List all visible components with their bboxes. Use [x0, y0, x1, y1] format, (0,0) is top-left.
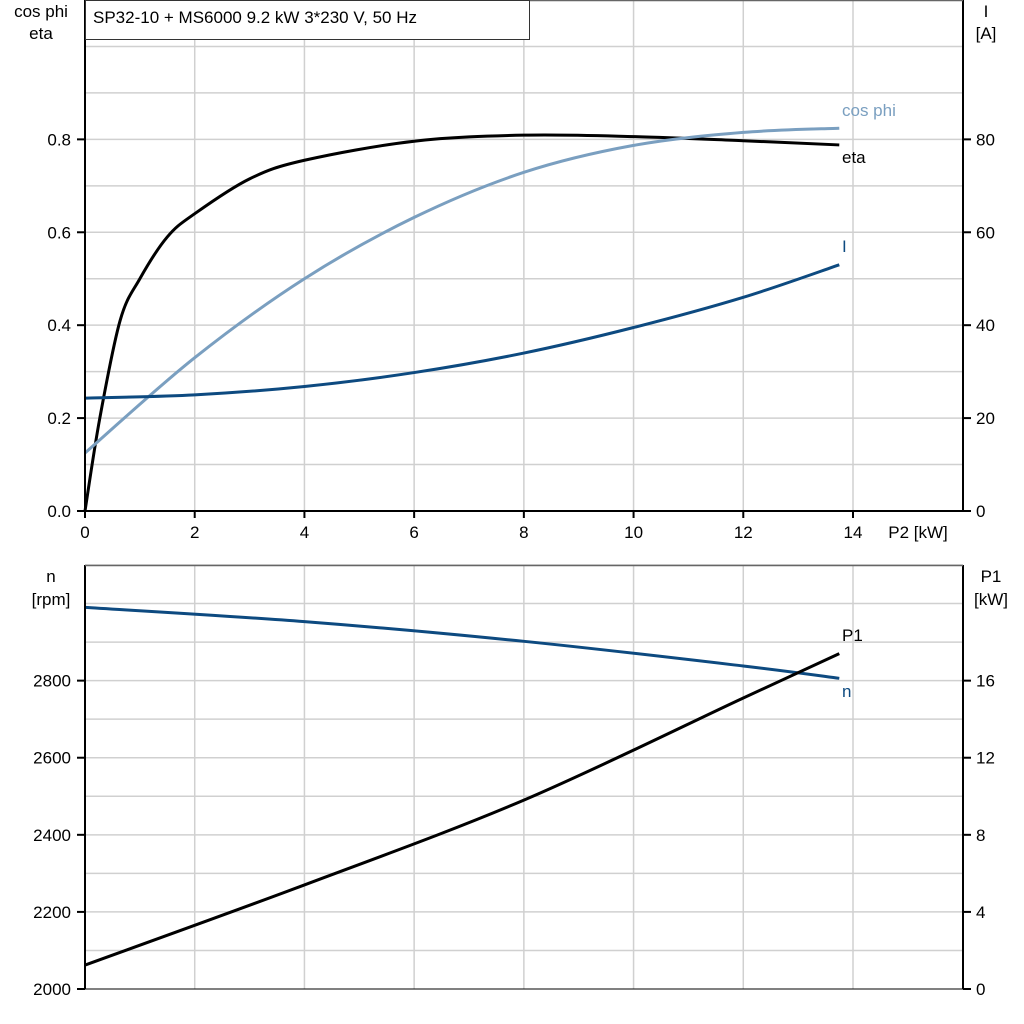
series-label-i: I: [842, 237, 847, 256]
x-tick-label: 2: [190, 523, 199, 542]
left-tick-label: 0.6: [47, 223, 71, 242]
x-tick-label: 10: [624, 523, 643, 542]
chart-title: SP32-10 + MS6000 9.2 kW 3*230 V, 50 Hz: [93, 8, 417, 27]
x-tick-label: 8: [519, 523, 528, 542]
left-tick-label: 2000: [33, 980, 71, 999]
left-tick-label: 0.0: [47, 502, 71, 521]
right-tick-label: 40: [976, 316, 995, 335]
left-tick-label: 2200: [33, 903, 71, 922]
right-tick-label: 0: [976, 502, 985, 521]
x-tick-label: 6: [409, 523, 418, 542]
bottom-left-ylabel-1: n: [46, 567, 55, 586]
curves: [83, 126, 840, 967]
left-tick-label: 0.8: [47, 130, 71, 149]
bottom-right-ylabel-1: P1: [981, 567, 1002, 586]
bottom-right-ylabel-2: [kW]: [974, 590, 1008, 609]
right-tick-label: 60: [976, 223, 995, 242]
right-tick-label: 4: [976, 903, 985, 922]
curve-n: [84, 605, 840, 680]
series-label-cos-phi: cos phi: [842, 101, 896, 120]
right-tick-label: 80: [976, 130, 995, 149]
left-tick-label: 2800: [33, 672, 71, 691]
left-tick-label: 2600: [33, 749, 71, 768]
right-tick-label: 20: [976, 409, 995, 428]
left-tick-label: 0.4: [47, 316, 71, 335]
top-left-ylabel-1: cos phi: [14, 2, 68, 21]
bottom-left-ylabel-2: [rpm]: [32, 590, 71, 609]
right-tick-label: 16: [976, 672, 995, 691]
curve-eta: [83, 133, 840, 512]
right-tick-label: 12: [976, 749, 995, 768]
grid-bottom: [85, 564, 963, 989]
grid-top: [85, 0, 963, 511]
axes: [77, 0, 971, 990]
right-tick-label: 8: [976, 826, 985, 845]
curve-cos-phi: [84, 126, 840, 455]
curve-p1: [84, 652, 840, 967]
left-tick-label: 0.2: [47, 409, 71, 428]
series-label-n: n: [842, 682, 851, 701]
x-axis-label: P2 [kW]: [888, 523, 948, 542]
left-tick-label: 2400: [33, 826, 71, 845]
x-tick-label: 4: [300, 523, 309, 542]
x-tick-label: 12: [734, 523, 753, 542]
right-tick-label: 0: [976, 980, 985, 999]
curve-i: [84, 263, 840, 400]
series-label-p1: P1: [842, 626, 863, 645]
x-tick-label: 0: [80, 523, 89, 542]
x-tick-label: 14: [844, 523, 863, 542]
top-right-ylabel-2: [A]: [976, 24, 997, 43]
series-label-eta: eta: [842, 148, 866, 167]
top-right-ylabel-1: I: [984, 2, 989, 21]
title-box: [85, 0, 530, 40]
top-left-ylabel-2: eta: [29, 24, 53, 43]
